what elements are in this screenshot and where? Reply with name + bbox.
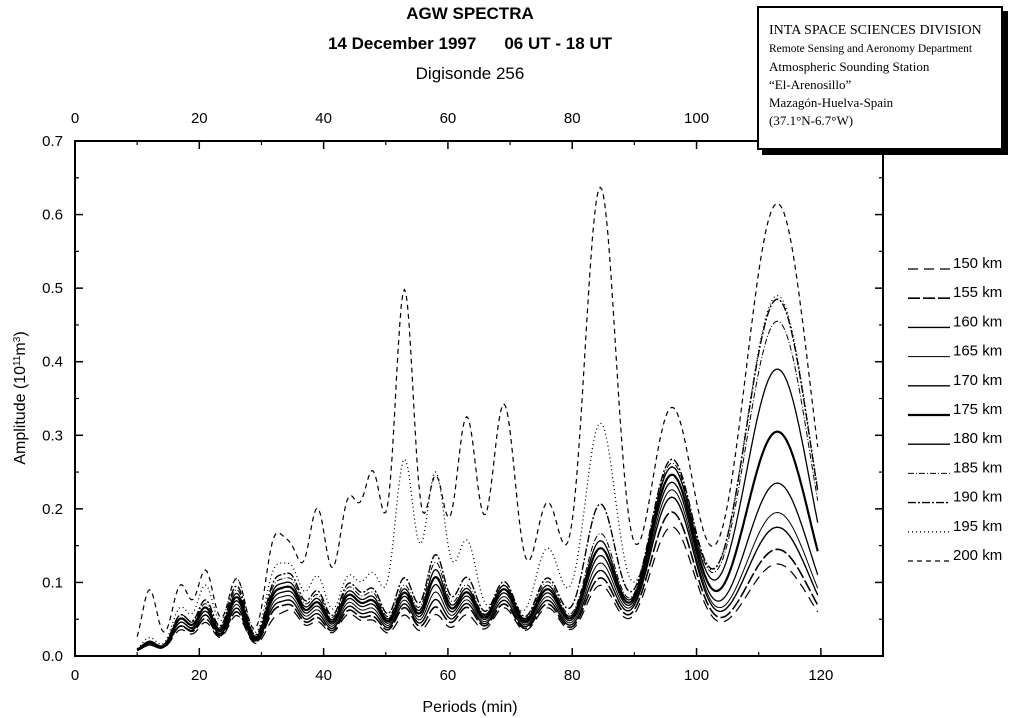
top-tick-label-80: 80 <box>564 110 581 127</box>
series-line-190-km <box>136 298 819 651</box>
x-tick-label-0: 0 <box>71 667 79 684</box>
y-axis-label-exponent: 11 <box>12 355 23 366</box>
y-tick-label-0.5: 0.5 <box>42 280 63 297</box>
y-axis-label-unit-exponent: 3 <box>12 336 23 342</box>
top-tick-label-100: 100 <box>684 110 709 127</box>
date-label: 14 December 1997 <box>327 34 477 53</box>
legend-label-160-km: 160 km <box>953 313 1002 330</box>
chart-title: AGW SPECTRA <box>406 4 534 23</box>
legend-label-185-km: 185 km <box>953 459 1002 476</box>
info-station: Atmospheric Sounding Station <box>769 59 930 74</box>
y-tick-label-0.1: 0.1 <box>42 574 63 591</box>
top-tick-label-20: 20 <box>191 110 208 127</box>
x-tick-label-60: 60 <box>440 667 457 684</box>
station-info-box: INTA SPACE SCIENCES DIVISION Remote Sens… <box>757 6 1003 150</box>
legend-label-180-km: 180 km <box>953 430 1002 447</box>
legend-label-165-km: 165 km <box>953 343 1002 360</box>
y-tick-label-0.3: 0.3 <box>42 427 63 444</box>
y-axis-label-main: Amplitude (10 <box>12 366 29 465</box>
info-location: Mazagón-Huelva-Spain <box>769 95 894 110</box>
y-axis-label-unit: m <box>12 342 29 355</box>
legend-label-170-km: 170 km <box>953 372 1002 389</box>
x-tick-label-100: 100 <box>684 667 709 684</box>
x-tick-label-20: 20 <box>191 667 208 684</box>
series-line-200-km <box>136 186 819 637</box>
top-tick-label-60: 60 <box>440 110 457 127</box>
legend-label-200-km: 200 km <box>953 547 1002 564</box>
info-division: INTA SPACE SCIENCES DIVISION <box>769 23 982 38</box>
instrument-label: Digisonde 256 <box>415 64 525 83</box>
series-line-160-km <box>136 496 819 652</box>
x-tick-label-120: 120 <box>808 667 833 684</box>
series-line-180-km <box>136 368 819 651</box>
series-line-150-km <box>136 526 819 652</box>
time-range-label: 06 UT - 18 UT <box>504 34 613 53</box>
y-tick-label-0.0: 0.0 <box>42 648 63 665</box>
info-station-name: “El-Arenosillo” <box>769 77 852 92</box>
legend-label-155-km: 155 km <box>953 284 1002 301</box>
legend-label-195-km: 195 km <box>953 518 1002 535</box>
y-tick-label-0.6: 0.6 <box>42 207 63 224</box>
chart-subtitle-date: 14 December 1997 06 UT - 18 UT <box>270 34 670 54</box>
series-line-165-km <box>136 489 819 651</box>
top-tick-label-0: 0 <box>71 110 79 127</box>
legend-label-190-km: 190 km <box>953 489 1002 506</box>
info-department: Remote Sensing and Aeronomy Department <box>769 43 973 55</box>
legend-label-175-km: 175 km <box>953 401 1002 418</box>
x-tick-label-40: 40 <box>315 667 332 684</box>
info-coordinates: (37.1°N-6.7°W) <box>769 113 854 128</box>
y-tick-label-0.4: 0.4 <box>42 354 63 371</box>
y-axis-label-close: ) <box>12 331 29 336</box>
top-tick-label-40: 40 <box>315 110 332 127</box>
series-line-155-km <box>136 511 819 652</box>
x-tick-label-80: 80 <box>564 667 581 684</box>
y-tick-label-0.7: 0.7 <box>42 133 63 150</box>
y-tick-label-0.2: 0.2 <box>42 501 63 518</box>
x-axis-label: Periods (min) <box>422 699 517 716</box>
y-axis-label: Amplitude (1011m3) <box>12 331 30 464</box>
legend-label-150-km: 150 km <box>953 255 1002 272</box>
